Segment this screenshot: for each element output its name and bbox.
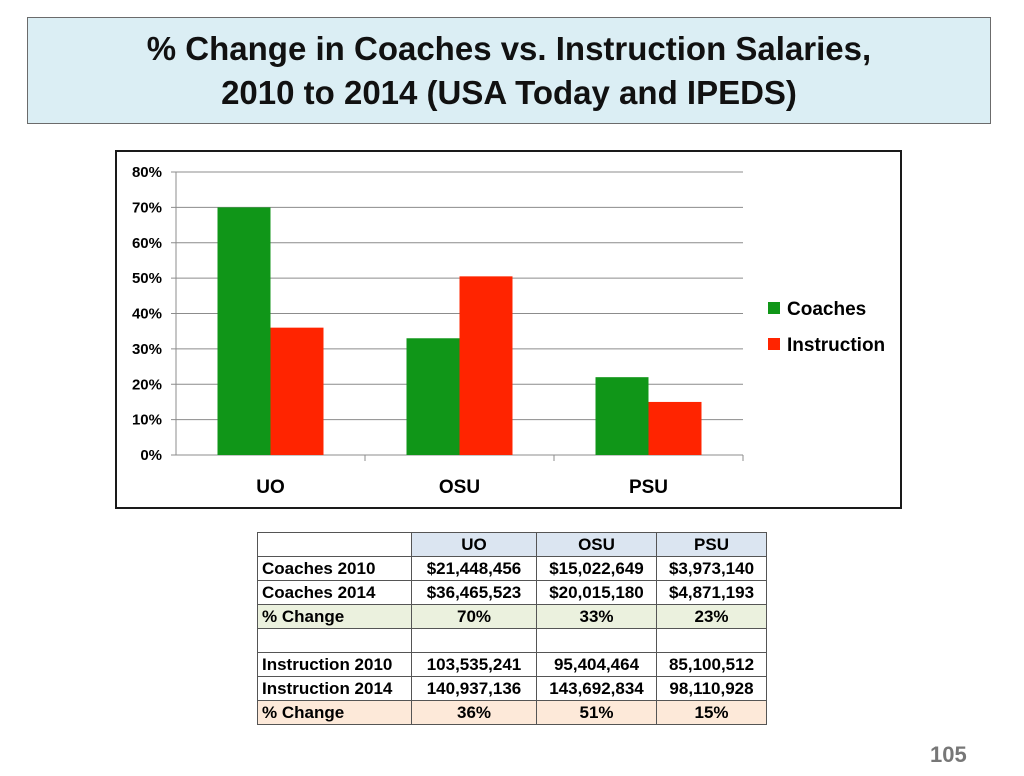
y-tick-label: 0% [140,447,162,464]
table-cell: 33% [536,604,657,629]
table-cell: $21,448,456 [411,556,537,581]
y-tick-label: 50% [132,270,162,287]
y-tick-label: 70% [132,199,162,216]
table-cell: $15,022,649 [536,556,657,581]
table-cell: $3,973,140 [656,556,767,581]
bar-chart: 0% 10% 20% 30% 40% 50% 60% 70% 80% UO OSU PSU Coache… [115,150,902,509]
table-cell: 103,535,241 [411,652,537,677]
table-cell: 51% [536,700,657,725]
x-category-label: OSU [439,477,480,498]
table-header-cell: PSU [656,532,767,557]
row-label [257,628,412,653]
table-cell: 23% [656,604,767,629]
table-cell: $4,871,193 [656,580,767,605]
bar-coaches-uo [217,207,271,455]
table-row-coaches-pct: % Change 70% 33% 23% [257,604,767,629]
row-label: Instruction 2014 [257,676,412,701]
page-number: 105 [930,742,967,767]
slide-title-box: % Change in Coaches vs. Instruction Sala… [27,17,991,124]
row-label: Coaches 2014 [257,580,412,605]
table-cell: 70% [411,604,537,629]
table-header-row: UO OSU PSU [257,532,767,557]
table-row: Coaches 2010 $21,448,456 $15,022,649 $3,… [257,556,767,581]
row-label: % Change [257,604,412,629]
chart-canvas: 0% 10% 20% 30% 40% 50% 60% 70% 80% UO OSU PSU Coache… [132,164,885,498]
table-row: Coaches 2014 $36,465,523 $20,015,180 $4,… [257,580,767,605]
table-cell: $36,465,523 [411,580,537,605]
table-cell: 85,100,512 [656,652,767,677]
legend-label-instruction: Instruction [787,335,885,356]
legend-swatch-instruction [768,338,780,350]
legend-label-coaches: Coaches [787,299,866,320]
table-cell: 98,110,928 [656,676,767,701]
table-row-instruction-pct: % Change 36% 51% 15% [257,700,767,725]
y-tick-label: 30% [132,341,162,358]
row-label: Coaches 2010 [257,556,412,581]
slide-title-line-2: 2010 to 2014 (USA Today and IPEDS) [221,73,797,111]
table-cell: 36% [411,700,537,725]
table-row: Instruction 2010 103,535,241 95,404,464 … [257,652,767,677]
table-header-cell: UO [411,532,537,557]
slide-title-line-1: % Change in Coaches vs. Instruction Sala… [146,29,872,67]
table-header-cell [257,532,412,557]
legend-swatch-coaches [768,302,780,314]
y-tick-label: 20% [132,376,162,393]
table-row: Instruction 2014 140,937,136 143,692,834… [257,676,767,701]
bar-coaches-psu [595,377,649,455]
table-header-cell: OSU [536,532,657,557]
table-cell: $20,015,180 [536,580,657,605]
bar-instruction-osu [459,276,513,455]
table-cell: 143,692,834 [536,676,657,701]
table-spacer-row [257,628,767,653]
x-category-label: PSU [629,477,668,498]
y-tick-label: 10% [132,412,162,429]
table-cell [536,628,657,653]
table-cell: 15% [656,700,767,725]
bar-instruction-psu [648,401,702,455]
table-cell: 140,937,136 [411,676,537,701]
table-cell [411,628,537,653]
y-tick-label: 60% [132,235,162,252]
y-tick-label: 40% [132,306,162,323]
row-label: Instruction 2010 [257,652,412,677]
x-category-label: UO [256,477,285,498]
y-tick-label: 80% [132,164,162,181]
table-cell: 95,404,464 [536,652,657,677]
table-cell [656,628,767,653]
row-label: % Change [257,700,412,725]
bar-instruction-uo [270,327,324,455]
bar-coaches-osu [406,338,460,455]
salary-table: UO OSU PSU Coaches 2010 $21,448,456 $15,… [257,532,767,725]
